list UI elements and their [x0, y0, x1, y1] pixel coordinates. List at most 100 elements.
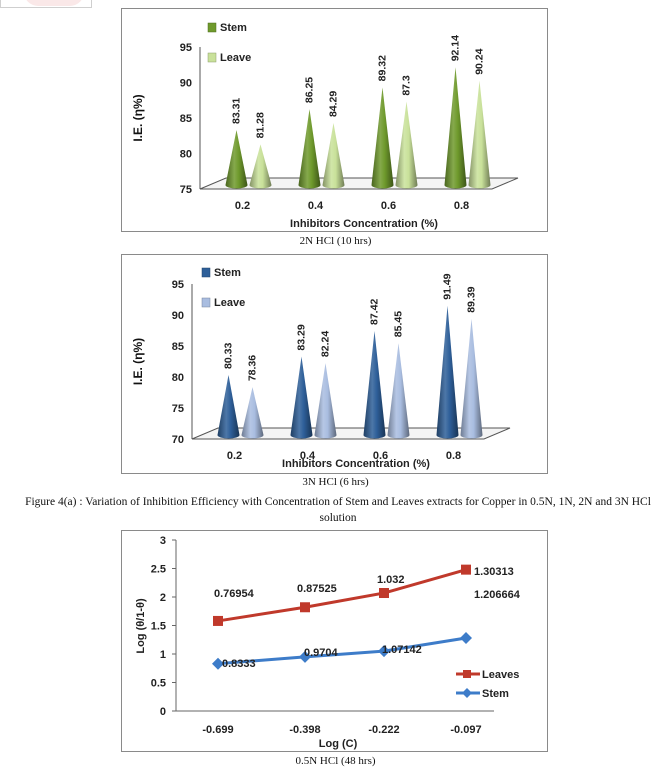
data-label: 81.28 [255, 112, 267, 138]
x-tick-label: -0.699 [202, 724, 233, 736]
data-point [212, 657, 224, 670]
data-label: 0.9704 [304, 647, 339, 659]
legend-marker [463, 670, 471, 678]
floor-plane [199, 177, 519, 190]
x-tick-label: 0.4 [300, 450, 316, 462]
legend-swatch [207, 52, 217, 63]
bar [436, 305, 459, 439]
data-label: 86.25 [304, 77, 316, 103]
y-tick-label: 2 [160, 592, 166, 604]
data-label: 1.032 [377, 574, 405, 586]
y-tick-label: 75 [180, 184, 192, 196]
x-tick-label: 0.8 [454, 200, 469, 212]
chart-caption-2n: 2N HCl (10 hrs) [299, 235, 372, 247]
bar [444, 67, 467, 189]
legend-label: Leave [214, 297, 245, 309]
y-axis-label: I.E. (η%) [131, 94, 145, 141]
data-label: 0.8333 [222, 658, 256, 670]
x-tick-label: -0.398 [289, 724, 320, 736]
data-label: 89.32 [377, 55, 389, 81]
bar [322, 123, 345, 189]
bar [460, 318, 483, 439]
figure-caption: Figure 4(a) : Variation of Inhibition Ef… [25, 496, 651, 524]
y-tick-label: 1 [160, 649, 166, 661]
data-point [378, 645, 390, 658]
x-tick-label: 0.2 [227, 450, 242, 462]
y-axis-label: I.E. (η%) [131, 338, 145, 385]
x-tick-label: 0.6 [381, 200, 396, 212]
y-tick-label: 1.5 [151, 621, 166, 633]
x-axis-label: Log (C) [319, 738, 358, 750]
chart-caption-3n: 3N HCl (6 hrs) [302, 476, 369, 488]
data-point [461, 564, 471, 575]
y-tick-label: 0 [160, 706, 166, 718]
data-label: 87.3 [401, 75, 413, 96]
legend-label: Stem [214, 267, 241, 279]
legend-swatch [201, 267, 211, 278]
y-tick-label: 85 [172, 341, 184, 353]
data-label: 85.45 [393, 311, 405, 337]
y-tick-label: 70 [172, 434, 184, 446]
data-label: 1.07142 [382, 644, 422, 656]
series-line [217, 568, 467, 623]
x-tick-label: 0.6 [373, 450, 388, 462]
data-label: 91.49 [442, 273, 454, 299]
bar [314, 363, 337, 439]
y-tick-label: 95 [180, 42, 192, 54]
y-axis-label: Log (θ/1-θ) [135, 598, 147, 654]
data-point [300, 602, 310, 613]
y-tick-label: 95 [172, 279, 184, 291]
y-tick-label: 75 [172, 403, 184, 415]
data-label: 89.39 [466, 286, 478, 312]
y-tick-label: 90 [172, 310, 184, 322]
y-tick-label: 85 [180, 113, 192, 125]
data-label: 0.76954 [214, 588, 255, 600]
legend-label: Stem [482, 688, 509, 700]
x-tick-label: 0.2 [235, 200, 250, 212]
x-axis-label: Inhibitors Concentration (%) [290, 218, 438, 230]
bar [249, 144, 272, 189]
bar [225, 129, 248, 189]
bar [371, 87, 394, 189]
data-label: 1.30313 [474, 566, 514, 578]
x-tick-label: 0.4 [308, 200, 324, 212]
top-corner-mark [24, 0, 84, 6]
legend-label: Leaves [482, 669, 519, 681]
chart-2n-hcl: 75 80 85 90 95 I.E. (η%) 0.2 83.31 81.28 0.4 86.25… [131, 22, 519, 230]
chart-caption-05n: 0.5N HCl (48 hrs) [295, 755, 376, 767]
floor-plane [191, 427, 511, 440]
x-tick-label: -0.222 [368, 724, 399, 736]
x-axis-label: Inhibitors Concentration (%) [282, 458, 430, 470]
x-tick-label: 0.8 [446, 450, 461, 462]
data-point [379, 588, 389, 599]
bar [217, 374, 240, 439]
data-label: 82.24 [320, 331, 332, 357]
chart-panel-05n: 0 0.5 1 1.5 2 2.5 3 Log (θ/1-θ) -0.699 -0.398 -0.2… [121, 530, 548, 752]
y-tick-label: 0.5 [151, 678, 166, 690]
bar [395, 101, 418, 189]
legend-label: Stem [220, 22, 247, 34]
data-point [299, 650, 311, 663]
y-tick-label: 2.5 [151, 564, 166, 576]
bar [298, 109, 321, 189]
y-tick-label: 80 [180, 149, 192, 161]
series-line [217, 636, 467, 666]
chart-panel-3n: 70 75 80 85 90 95 I.E. (η%) 0.2 80.33 78.36 0.4 83.… [121, 254, 548, 474]
data-label: 83.31 [231, 98, 243, 124]
top-corner-frame [0, 0, 92, 8]
bar [290, 356, 313, 439]
legend-swatch [207, 22, 217, 33]
legend-swatch [201, 297, 211, 308]
chart-panel-2n: 75 80 85 90 95 I.E. (η%) 0.2 83.31 81.28 0.4 86.25… [121, 8, 548, 232]
data-point [460, 632, 472, 645]
data-label: 0.87525 [297, 583, 337, 595]
bar [468, 80, 491, 189]
y-tick-label: 80 [172, 372, 184, 384]
data-label: 90.24 [474, 48, 486, 74]
bar [387, 343, 410, 439]
legend-label: Leave [220, 52, 251, 64]
data-point [213, 615, 223, 626]
y-tick-label: 3 [160, 535, 166, 547]
data-label: 1.206664 [474, 589, 521, 601]
bar [363, 330, 386, 439]
